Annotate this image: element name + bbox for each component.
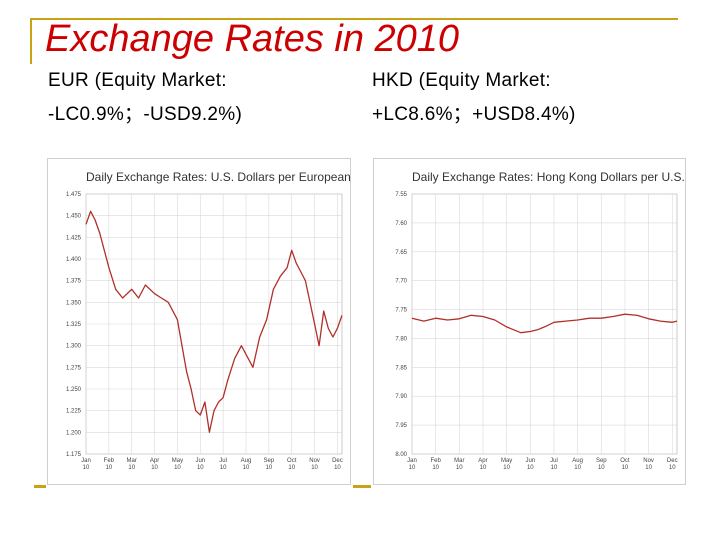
y-tick-label: 7.55 [395, 192, 407, 198]
y-tick-label: 1.475 [66, 192, 82, 198]
left-heading-line-1: EUR (Equity Market: [48, 70, 227, 91]
y-tick-label: 1.275 [66, 365, 82, 371]
y-tick-label: 7.75 [395, 308, 407, 314]
x-tick-label-year: 10 [334, 465, 341, 471]
hkd-chart-panel: Daily Exchange Rates: Hong Kong Dollars … [373, 158, 686, 485]
x-tick-label-year: 10 [574, 465, 581, 471]
top-rule [30, 18, 678, 20]
x-tick-label-year: 10 [503, 465, 510, 471]
x-tick-label-month: Sep [596, 458, 607, 464]
x-tick-label-month: Dec [667, 458, 678, 464]
x-tick-label-year: 10 [551, 465, 558, 471]
x-tick-label-month: Jul [550, 458, 558, 464]
right-heading-line-2: +LC8.6%；+USD8.4%) [372, 104, 576, 125]
y-tick-label: 1.175 [66, 452, 82, 458]
x-tick-label-month: Feb [104, 458, 115, 464]
x-tick-label-year: 10 [128, 465, 135, 471]
x-tick-label-year: 10 [83, 465, 90, 471]
eur-chart-panel: Daily Exchange Rates: U.S. Dollars per E… [47, 158, 351, 485]
x-tick-label-year: 10 [266, 465, 273, 471]
x-tick-label-year: 10 [243, 465, 250, 471]
x-tick-label-year: 10 [197, 465, 204, 471]
y-tick-label: 1.225 [66, 409, 82, 415]
x-tick-label-month: Aug [572, 458, 583, 464]
x-tick-label-year: 10 [622, 465, 629, 471]
x-tick-label-year: 10 [151, 465, 158, 471]
y-tick-label: 1.350 [66, 300, 82, 306]
left-rule [30, 18, 32, 64]
bottom-rule-right [353, 485, 371, 488]
x-tick-label-year: 10 [645, 465, 652, 471]
y-tick-label: 7.70 [395, 279, 407, 285]
y-tick-label: 7.95 [395, 423, 407, 429]
x-tick-label-month: Aug [241, 458, 252, 464]
x-tick-label-month: Nov [309, 458, 320, 464]
x-tick-label-month: Nov [643, 458, 654, 464]
chart-title: Daily Exchange Rates: U.S. Dollars per E… [86, 170, 350, 184]
y-tick-label: 7.85 [395, 365, 407, 371]
y-tick-label: 1.400 [66, 257, 82, 263]
x-tick-label-month: Apr [150, 458, 159, 464]
eur-chart: Daily Exchange Rates: U.S. Dollars per E… [66, 170, 350, 471]
x-tick-label-year: 10 [409, 465, 416, 471]
x-tick-label-year: 10 [456, 465, 463, 471]
x-tick-label-year: 10 [480, 465, 487, 471]
x-tick-label-month: Jan [407, 458, 417, 464]
x-tick-label-year: 10 [220, 465, 227, 471]
x-tick-label-month: Jun [525, 458, 535, 464]
chart-title: Daily Exchange Rates: Hong Kong Dollars … [412, 170, 685, 184]
x-tick-label-month: Oct [287, 458, 297, 464]
slide-title: Exchange Rates in 2010 [45, 18, 460, 60]
x-tick-label-month: Apr [478, 458, 487, 464]
plot-frame [411, 193, 678, 455]
x-tick-label-month: Oct [620, 458, 630, 464]
right-heading-line-1: HKD (Equity Market: [372, 70, 551, 91]
y-tick-label: 8.00 [395, 452, 407, 458]
x-tick-label-month: Dec [332, 458, 343, 464]
hkd-chart: Daily Exchange Rates: Hong Kong Dollars … [395, 170, 685, 471]
y-tick-label: 1.375 [66, 279, 82, 285]
x-tick-label-month: Sep [264, 458, 275, 464]
y-tick-label: 7.90 [395, 394, 407, 400]
y-tick-label: 7.80 [395, 336, 407, 342]
x-tick-label-month: Jan [81, 458, 91, 464]
x-tick-label-month: May [172, 458, 183, 464]
x-tick-label-year: 10 [288, 465, 295, 471]
x-tick-label-month: Jun [195, 458, 205, 464]
y-tick-label: 7.65 [395, 250, 407, 256]
y-tick-label: 1.250 [66, 387, 82, 393]
y-tick-label: 1.325 [66, 322, 82, 328]
y-tick-label: 1.300 [66, 344, 82, 350]
bottom-rule-left [34, 485, 46, 488]
x-tick-label-month: May [501, 458, 512, 464]
series-line [85, 210, 343, 433]
x-tick-label-month: Mar [127, 458, 137, 464]
y-tick-label: 1.200 [66, 430, 82, 436]
right-heading: HKD (Equity Market: +LC8.6%；+USD8.4%) [372, 64, 576, 132]
x-tick-label-year: 10 [106, 465, 113, 471]
y-tick-label: 1.450 [66, 214, 82, 220]
y-tick-label: 1.425 [66, 235, 82, 241]
x-tick-label-month: Mar [454, 458, 464, 464]
x-tick-label-year: 10 [174, 465, 181, 471]
left-heading: EUR (Equity Market: -LC0.9%；-USD9.2%) [48, 64, 242, 132]
x-tick-label-year: 10 [527, 465, 534, 471]
x-tick-label-year: 10 [432, 465, 439, 471]
x-tick-label-year: 10 [669, 465, 676, 471]
x-tick-label-month: Jul [219, 458, 227, 464]
x-tick-label-year: 10 [598, 465, 605, 471]
x-tick-label-month: Feb [430, 458, 441, 464]
series-line [411, 313, 678, 334]
y-tick-label: 7.60 [395, 221, 407, 227]
x-tick-label-year: 10 [311, 465, 318, 471]
left-heading-line-2: -LC0.9%；-USD9.2%) [48, 104, 243, 125]
